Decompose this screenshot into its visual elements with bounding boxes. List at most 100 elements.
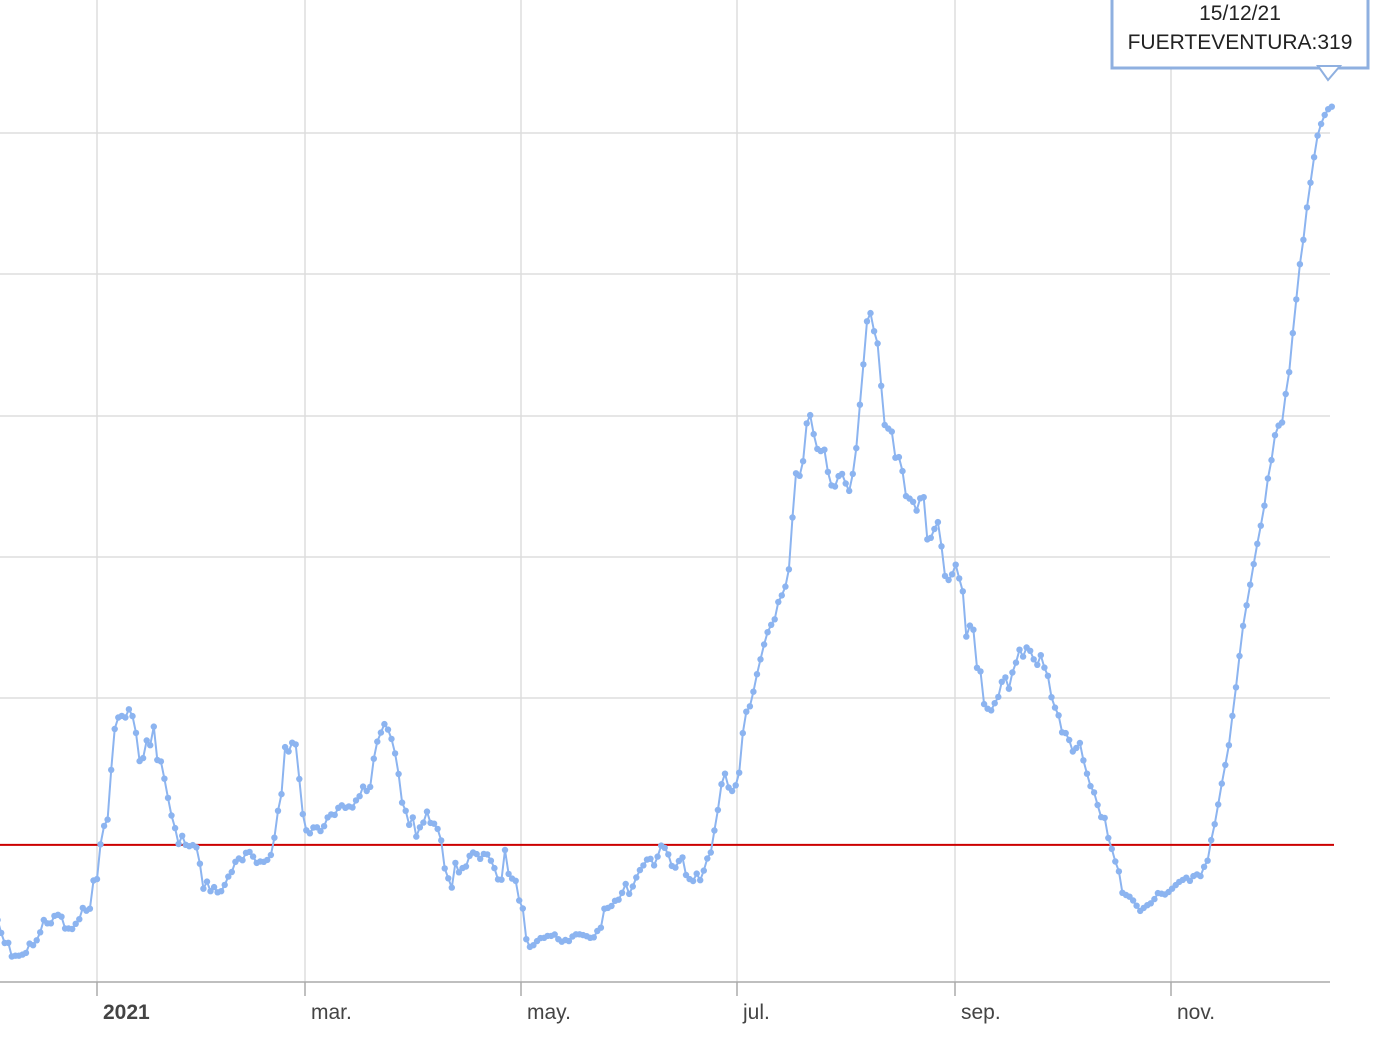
data-point <box>1147 900 1155 907</box>
series-line-0 <box>0 105 1333 958</box>
data-point <box>665 851 672 858</box>
data-point <box>196 860 204 867</box>
data-point <box>838 470 846 478</box>
data-point <box>1019 653 1027 660</box>
data-point <box>746 703 754 710</box>
data-point <box>420 819 427 826</box>
data-point <box>618 889 626 896</box>
data-point <box>455 869 463 876</box>
data-point <box>1247 581 1254 588</box>
data-point <box>299 810 306 818</box>
data-point <box>1012 659 1020 666</box>
data-point <box>147 742 154 749</box>
data-point <box>1055 712 1062 719</box>
data-point <box>306 830 314 837</box>
data-point <box>1321 111 1328 119</box>
data-point <box>1083 770 1091 777</box>
data-point <box>108 766 115 774</box>
data-point <box>111 725 118 733</box>
data-point <box>1037 652 1045 659</box>
data-point <box>739 729 746 737</box>
data-point <box>807 411 814 419</box>
data-point <box>867 309 874 317</box>
data-point <box>760 641 768 648</box>
data-point <box>895 453 903 461</box>
data-point <box>93 875 101 883</box>
data-point <box>331 811 338 819</box>
data-point <box>952 561 959 568</box>
data-point <box>1289 329 1297 337</box>
data-point <box>0 929 5 937</box>
data-point <box>1222 761 1229 769</box>
grid <box>0 0 1330 996</box>
data-point <box>1002 674 1009 681</box>
data-point <box>395 770 402 778</box>
data-point <box>409 814 416 821</box>
data-point <box>406 821 413 828</box>
data-point <box>1129 897 1137 904</box>
data-point <box>1225 742 1233 749</box>
x-tick-label-5: nov. <box>1177 1001 1215 1024</box>
data-point <box>551 931 558 938</box>
data-point <box>1254 540 1261 547</box>
data-point <box>249 853 257 860</box>
data-point <box>768 621 775 628</box>
data-point <box>438 837 445 844</box>
data-point <box>161 775 168 782</box>
data-point <box>22 949 30 957</box>
series-group <box>0 103 1336 960</box>
data-point <box>629 883 636 890</box>
data-point <box>267 851 275 859</box>
data-point <box>1310 154 1318 161</box>
data-point <box>384 726 392 733</box>
data-point <box>1278 419 1286 426</box>
data-point <box>519 905 526 912</box>
data-point <box>849 470 856 478</box>
x-tick-label-0: 2021 <box>103 1001 150 1024</box>
data-point <box>647 855 654 862</box>
data-point <box>179 832 186 839</box>
data-point <box>796 472 803 479</box>
data-point <box>1027 647 1034 654</box>
data-point <box>516 897 523 904</box>
x-tick-label-2: may. <box>527 1001 571 1024</box>
data-point <box>391 750 399 757</box>
data-point <box>608 902 615 910</box>
tooltip: 15/12/21 FUERTEVENTURA:319 <box>1110 0 1370 82</box>
data-point <box>210 883 218 891</box>
data-point <box>150 723 157 730</box>
data-point <box>434 825 441 833</box>
data-point <box>47 920 55 927</box>
data-point <box>278 790 285 798</box>
data-point <box>682 871 690 879</box>
data-point <box>402 807 409 814</box>
data-point <box>1133 902 1140 909</box>
data-point <box>1250 560 1257 568</box>
data-point <box>157 758 165 765</box>
data-point <box>1105 834 1112 842</box>
data-point <box>633 874 640 881</box>
data-point <box>1271 432 1279 439</box>
data-point <box>764 629 771 636</box>
data-point <box>757 656 764 663</box>
data-point <box>139 754 147 762</box>
data-point <box>1041 664 1048 671</box>
data-point <box>1300 236 1307 243</box>
data-point <box>1044 672 1052 679</box>
data-point <box>1261 502 1268 509</box>
data-point <box>1204 857 1211 864</box>
data-point <box>1293 296 1300 303</box>
data-point <box>920 494 927 501</box>
data-point <box>225 873 232 880</box>
data-point <box>878 382 885 389</box>
data-point <box>654 853 661 860</box>
data-point <box>821 446 828 453</box>
data-point <box>959 588 966 595</box>
data-point <box>292 741 299 748</box>
tooltip-date: 15/12/21 <box>1199 2 1281 25</box>
data-point <box>271 834 278 841</box>
data-point <box>931 525 938 533</box>
data-point <box>743 708 750 715</box>
data-point <box>1236 652 1243 660</box>
data-point <box>1264 475 1272 482</box>
